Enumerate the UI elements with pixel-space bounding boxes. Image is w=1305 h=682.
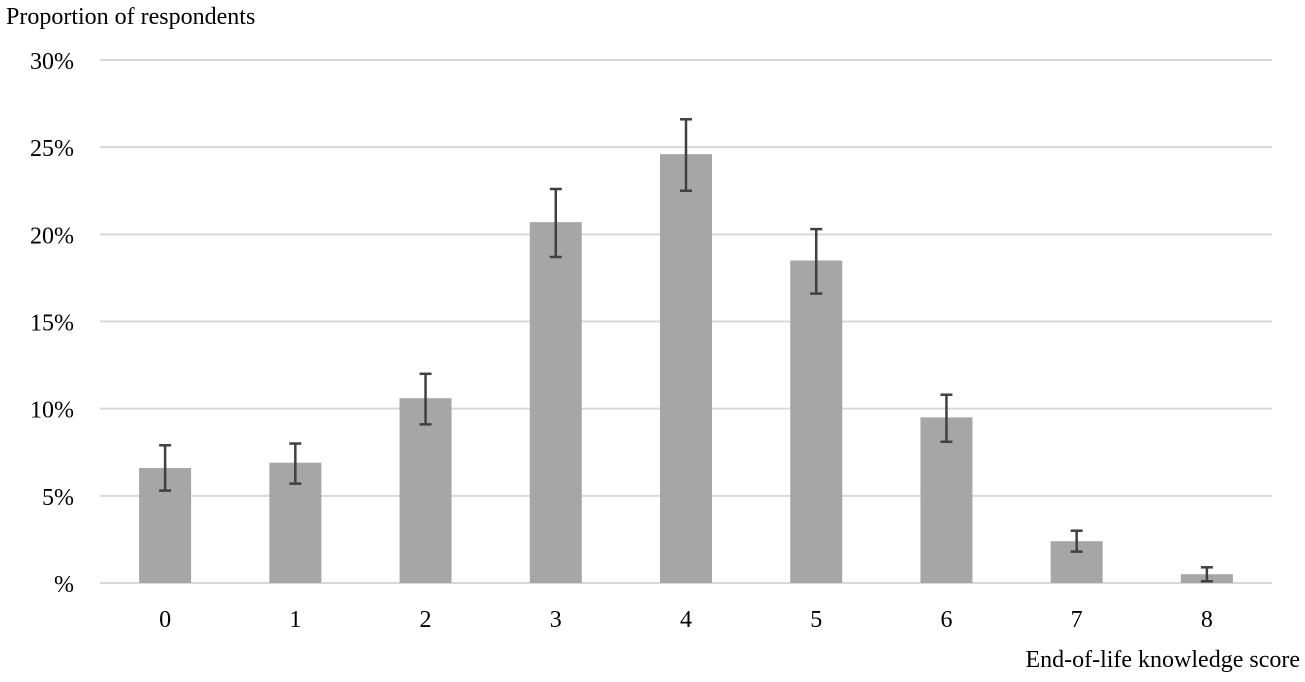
- x-tick-label: 6: [940, 607, 952, 633]
- x-tick-label: 5: [810, 607, 822, 633]
- error-bars: [159, 118, 1213, 583]
- bars: [139, 154, 1233, 583]
- error-bar-1: [289, 442, 302, 485]
- x-axis-ticks: 0 1 2 3 4 5 6 7 8: [159, 607, 1213, 633]
- y-tick-label: 20%: [30, 223, 74, 249]
- bar-6: [920, 417, 973, 583]
- x-tick-label: 7: [1071, 607, 1083, 633]
- y-tick-label: 25%: [30, 136, 74, 162]
- y-axis-title: Proportion of respondents: [6, 4, 255, 30]
- y-tick-label: 30%: [30, 49, 74, 75]
- error-bar-0: [159, 444, 172, 492]
- bar-2: [399, 398, 452, 583]
- error-bar-3: [549, 187, 562, 259]
- y-tick-label: %: [54, 572, 74, 598]
- bar-3: [529, 222, 582, 583]
- bar-4: [660, 154, 712, 583]
- y-axis-ticks: % 5% 10% 15% 20% 25% 30%: [30, 49, 74, 598]
- x-axis-title: End-of-life knowledge score: [1025, 647, 1300, 673]
- x-tick-label: 0: [159, 607, 171, 633]
- x-tick-label: 2: [420, 607, 432, 633]
- error-bar-7: [1070, 529, 1083, 553]
- error-bar-8: [1200, 566, 1213, 583]
- error-bar-2: [419, 372, 432, 426]
- error-bar-5: [810, 227, 823, 295]
- y-tick-label: 5%: [42, 485, 74, 511]
- x-tick-label: 8: [1201, 607, 1213, 633]
- x-tick-label: 4: [680, 607, 692, 633]
- x-tick-label: 1: [289, 607, 301, 633]
- x-tick-label: 3: [550, 607, 562, 633]
- bar-5: [790, 260, 843, 583]
- y-tick-label: 10%: [30, 398, 74, 424]
- y-tick-label: 15%: [30, 311, 74, 337]
- error-bar-4: [680, 118, 692, 192]
- error-bar-6: [940, 393, 953, 444]
